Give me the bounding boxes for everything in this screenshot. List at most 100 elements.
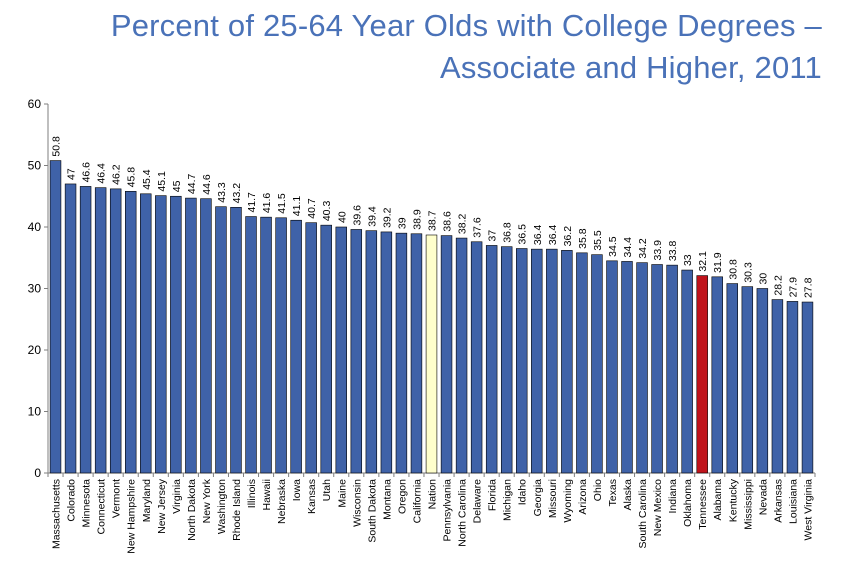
bar: [275, 217, 287, 474]
y-tick-label: 30: [28, 282, 42, 296]
category-label: Alabama: [712, 479, 724, 521]
data-label: 41.7: [246, 192, 258, 213]
category-label: Hawaii: [261, 479, 273, 511]
data-label: 40: [336, 211, 348, 223]
bar: [666, 264, 678, 474]
data-label: 27.9: [787, 277, 799, 298]
data-label: 36.8: [502, 222, 514, 243]
category-label: Texas: [607, 479, 619, 506]
category-label: Wyoming: [562, 479, 574, 523]
y-tick-label: 0: [34, 466, 41, 480]
data-label: 36.2: [562, 226, 574, 247]
category-label: South Dakota: [366, 479, 378, 543]
category-label: Indiana: [667, 479, 679, 514]
category-label: Mississippi: [742, 479, 754, 530]
bar: [230, 207, 242, 474]
category-label: Tennessee: [697, 479, 709, 530]
category-label: Alaska: [622, 479, 634, 511]
category-label: Oregon: [396, 479, 408, 514]
bar: [696, 275, 708, 474]
category-label: Vermont: [111, 479, 123, 518]
data-label: 39: [396, 217, 408, 229]
category-label: California: [411, 479, 423, 524]
category-label: Iowa: [291, 479, 303, 501]
category-label: Michigan: [502, 479, 514, 521]
data-label: 36.5: [517, 224, 529, 245]
bar: [500, 246, 513, 474]
bar: [711, 276, 723, 474]
category-label: Illinois: [246, 479, 258, 508]
bar: [440, 235, 453, 474]
data-label: 34.4: [622, 237, 634, 258]
data-label: 45: [171, 180, 183, 192]
data-label: 34.5: [607, 236, 619, 257]
category-label: Delaware: [472, 479, 484, 524]
bar: [49, 160, 62, 474]
category-label: Connecticut: [96, 479, 108, 535]
category-label: South Carolina: [637, 479, 649, 549]
data-label: 45.8: [126, 167, 138, 188]
y-tick-label: 40: [28, 220, 42, 234]
bar: [470, 241, 483, 474]
bar: [425, 234, 438, 474]
bar: [320, 224, 332, 474]
bar: [801, 301, 814, 474]
category-label: Nebraska: [276, 479, 288, 524]
data-label: 43.2: [231, 183, 243, 204]
bar: [64, 183, 77, 474]
bar: [455, 237, 468, 474]
bar: [485, 245, 498, 474]
data-label: 37: [487, 230, 499, 242]
chart-title-line-1: Percent of 25-64 Year Olds with College …: [110, 8, 822, 43]
bar: [771, 299, 784, 474]
category-label: Nation: [427, 479, 439, 510]
category-label: Arkansas: [772, 479, 784, 523]
category-label: Ohio: [592, 479, 604, 501]
bar: [380, 231, 393, 474]
data-label: 32.1: [697, 251, 709, 272]
data-label: 45.4: [141, 169, 153, 190]
category-label: North Dakota: [186, 479, 198, 541]
data-label: 27.8: [802, 277, 814, 298]
data-label: 40.3: [321, 201, 333, 222]
data-label: 45.1: [156, 171, 168, 192]
data-label: 47: [66, 168, 78, 180]
bar: [200, 198, 212, 474]
bar: [636, 262, 648, 474]
data-label: 41.1: [291, 196, 303, 217]
data-label: 43.3: [216, 182, 228, 203]
bar: [591, 254, 603, 474]
data-label: 41.5: [276, 193, 288, 214]
bar: [741, 286, 754, 474]
category-label: Maryland: [141, 479, 153, 522]
category-label: North Carolina: [457, 479, 469, 547]
bar: [365, 230, 378, 474]
category-label: Missouri: [547, 479, 559, 518]
data-label: 36.4: [532, 225, 544, 246]
bar: [305, 222, 317, 474]
data-label: 30.3: [742, 262, 754, 283]
bar: [651, 264, 663, 474]
category-label: West Virginia: [802, 479, 814, 541]
bar: [786, 301, 799, 474]
data-label: 33: [682, 254, 694, 266]
category-label: Virginia: [171, 479, 183, 514]
bar: [726, 283, 738, 474]
bar: [516, 248, 528, 474]
y-tick-label: 20: [28, 343, 42, 357]
y-tick-label: 50: [28, 159, 42, 173]
data-label: 39.6: [351, 205, 363, 226]
category-label: Florida: [487, 479, 499, 511]
category-label: Nevada: [757, 479, 769, 515]
bar: [140, 193, 152, 474]
data-label: 46.4: [96, 163, 108, 184]
data-label: 40.7: [306, 198, 318, 219]
data-label: 44.7: [186, 173, 198, 194]
bar: [109, 188, 122, 474]
data-label: 38.2: [457, 213, 469, 234]
chart-title-line-2: Associate and Higher, 2011: [439, 50, 822, 85]
data-label: 46.6: [81, 162, 93, 183]
data-label: 41.6: [261, 193, 273, 214]
category-label: Colorado: [66, 479, 78, 522]
